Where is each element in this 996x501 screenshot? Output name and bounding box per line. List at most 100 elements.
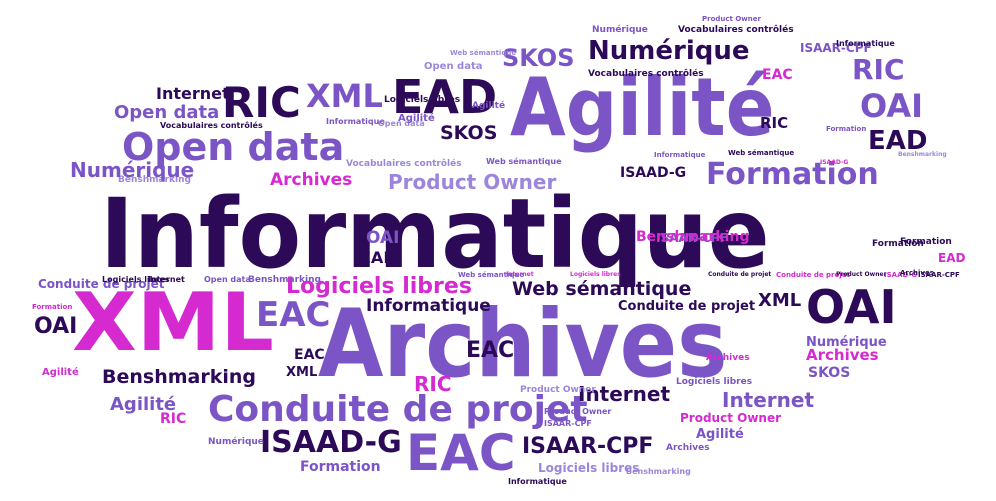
- word: ISAAR-CPF: [522, 434, 654, 459]
- word: Benshmarking: [626, 467, 691, 476]
- word: Informatique: [100, 178, 770, 290]
- word: Vocabulaires contrôlés: [160, 121, 263, 130]
- word: Internet: [148, 275, 185, 284]
- word: Open data: [122, 125, 345, 169]
- word: Product Owner: [680, 411, 782, 425]
- word: ISAAD-G: [620, 165, 687, 181]
- word: RIC: [760, 114, 789, 132]
- word: Benshmarking: [118, 175, 191, 185]
- word: Web sémantique: [458, 271, 525, 279]
- word: Internet: [156, 84, 230, 103]
- word: Logiciels libres: [570, 271, 621, 278]
- word: ISAAD-G: [820, 159, 849, 166]
- word: EAD: [392, 70, 498, 124]
- word: EAD: [938, 251, 966, 265]
- word: Logiciels libres: [538, 461, 640, 475]
- word: Benshmarking: [636, 229, 750, 245]
- word: Numérique: [588, 36, 750, 66]
- word: Conduite de projet: [38, 277, 165, 291]
- word: EAC: [466, 338, 515, 363]
- word: Numérique: [70, 158, 195, 182]
- word: Formation: [32, 303, 73, 311]
- word: Vocabulaires contrôlés: [346, 159, 462, 169]
- word: EAC: [256, 295, 331, 335]
- word: Web sémantique: [486, 157, 562, 166]
- word: Logiciels libres: [102, 275, 170, 284]
- word: Internet: [722, 388, 815, 412]
- word: Logiciels libres: [676, 377, 753, 387]
- word: Agilité: [696, 427, 744, 442]
- word: Open data: [424, 61, 483, 72]
- word: SKOS: [502, 44, 575, 72]
- word: Numérique: [208, 437, 264, 447]
- word: EAC: [406, 424, 516, 482]
- word: Agilité: [510, 61, 775, 154]
- word: Archives: [318, 290, 728, 399]
- word: EAC: [294, 347, 325, 363]
- word: Product Owner: [702, 15, 761, 23]
- word: EAD: [360, 248, 397, 267]
- word: Open data: [378, 119, 425, 128]
- word: Archives: [706, 353, 750, 363]
- word: Benshmarking: [898, 151, 947, 158]
- word: RIC: [414, 372, 452, 396]
- word: Formation: [900, 237, 952, 247]
- word: XML: [758, 290, 802, 311]
- word: Formation: [826, 125, 867, 133]
- word: Informatique: [326, 117, 385, 126]
- word: Web sémantique: [512, 278, 692, 300]
- word: Formation: [300, 459, 381, 475]
- word: Vocabulaires contrôlés: [588, 69, 704, 79]
- word: EAD: [868, 126, 928, 156]
- word: OAI: [806, 280, 897, 334]
- word: Product Owner: [544, 407, 612, 416]
- word: Conduite de projet: [776, 271, 850, 279]
- word: Benshmarking: [248, 275, 321, 285]
- word: Informatique: [508, 477, 567, 486]
- word: Internet: [578, 382, 671, 406]
- word: SKOS: [440, 122, 498, 144]
- word: Vocabulaires contrôlés: [678, 25, 794, 35]
- word: Web sémantique: [450, 49, 517, 57]
- word: Internet: [506, 271, 534, 278]
- word: Conduite de projet: [208, 389, 588, 430]
- word: Informatique: [836, 39, 895, 48]
- word: Product Owner: [836, 271, 887, 278]
- word: Open data: [114, 102, 220, 123]
- word: Archives: [806, 346, 879, 364]
- word: ISAAD-G: [884, 271, 918, 279]
- word: XML: [286, 365, 318, 380]
- word: Web sémantique: [728, 149, 795, 157]
- word: Benshmarking: [102, 366, 256, 388]
- word: RIC: [160, 411, 187, 427]
- word: RIC: [222, 78, 301, 127]
- word: XML: [306, 77, 383, 115]
- word: Product Owner: [520, 385, 596, 395]
- word: Archives: [666, 443, 710, 453]
- word: Informatique: [366, 296, 491, 316]
- word: SKOS: [808, 365, 851, 381]
- word: Agilité: [472, 101, 506, 111]
- word: Conduite de projet: [708, 271, 772, 278]
- word: ISAAR-CPF: [918, 271, 960, 279]
- word: Open data: [204, 275, 251, 284]
- word: OAI: [34, 314, 78, 339]
- word: Agilité: [42, 367, 79, 378]
- word: Product Owner: [388, 170, 557, 194]
- word: ISAAD-G: [260, 425, 402, 460]
- word: Archives: [270, 170, 353, 190]
- word: OAI: [860, 87, 924, 125]
- word: Informatique: [654, 151, 706, 159]
- word: Formation: [706, 157, 879, 192]
- word: Agilité: [110, 394, 177, 415]
- word: Logiciels libres: [384, 95, 461, 105]
- word: ISAAR-CPF: [800, 41, 872, 55]
- word: OAI: [366, 228, 400, 248]
- word: Logiciels libres: [286, 274, 472, 299]
- word: Conduite de projet: [618, 299, 756, 314]
- word: ISAAR-CPF: [656, 231, 728, 245]
- word: Numérique: [806, 335, 887, 350]
- word: EAC: [762, 67, 793, 83]
- word: XML: [72, 276, 274, 369]
